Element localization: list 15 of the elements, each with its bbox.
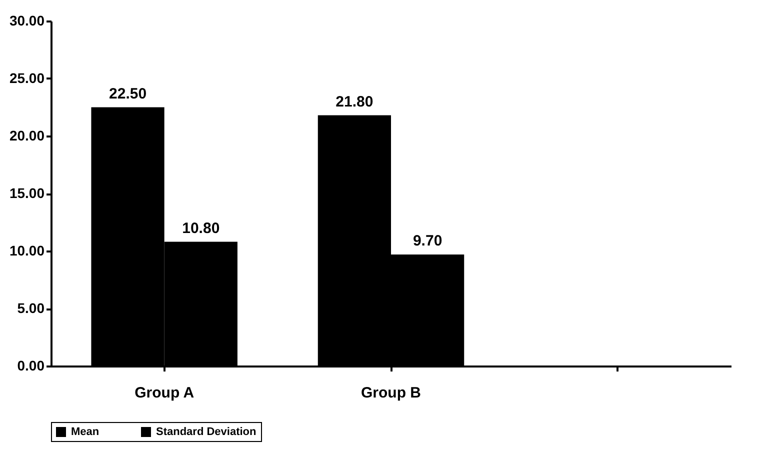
y-tick-label: 30.00	[9, 12, 45, 28]
data-label: 21.80	[336, 93, 374, 110]
data-label: 10.80	[182, 220, 220, 237]
x-tick-label: Group A	[134, 384, 194, 402]
legend-label: Standard Deviation	[156, 426, 257, 438]
data-label: 9.70	[412, 232, 442, 250]
x-tick-label: Group B	[361, 384, 422, 402]
y-tick-label: 0.00	[17, 358, 45, 374]
y-tick-label: 25.00	[9, 70, 45, 86]
y-tick-label: 15.00	[9, 185, 45, 201]
legend-label: Mean	[71, 426, 100, 438]
y-tick-label: 5.00	[17, 300, 45, 316]
data-label: 22.50	[109, 85, 147, 102]
y-tick-label: 10.00	[9, 242, 45, 258]
y-tick-label: 20.00	[9, 128, 45, 144]
